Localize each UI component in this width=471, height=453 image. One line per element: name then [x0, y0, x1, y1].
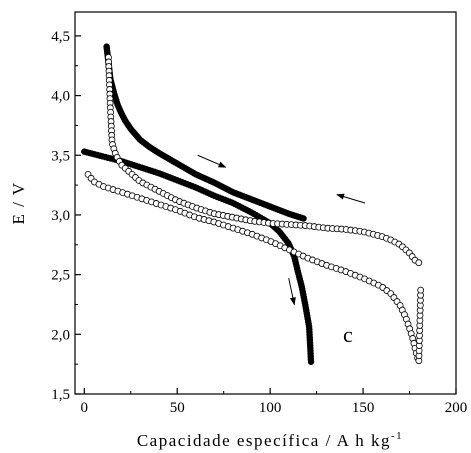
y-axis-title: E / V	[9, 181, 28, 224]
filled-data-point	[307, 358, 315, 366]
x-axis-title: Capacidade específica / A h kg-1	[137, 430, 403, 450]
y-tick-label: 3,5	[51, 148, 70, 164]
data-points	[81, 43, 425, 366]
direction-arrow	[197, 154, 227, 168]
annotation-c: c	[343, 322, 353, 347]
open-data-point	[417, 286, 425, 294]
x-tick-label: 0	[81, 400, 89, 416]
x-tick-label: 100	[259, 400, 282, 416]
plot-frame	[74, 11, 457, 395]
y-tick-label: 1,5	[51, 387, 70, 403]
filled-data-point	[300, 215, 307, 222]
axis-ticks	[75, 35, 457, 395]
y-tick-label: 4,5	[51, 29, 70, 45]
direction-arrow	[336, 193, 366, 204]
y-tick-labels: 1,5 2,0 2,5 3,0 3,5 4,0 4,5	[51, 29, 70, 403]
direction-arrow	[288, 278, 296, 306]
x-tick-labels: 0 50 100 150 200	[81, 400, 468, 416]
open-data-point	[415, 259, 423, 267]
x-tick-label: 200	[445, 400, 468, 416]
y-tick-label: 3,0	[51, 208, 70, 224]
y-tick-label: 4,0	[51, 89, 70, 105]
x-tick-label: 50	[170, 400, 185, 416]
y-tick-label: 2,5	[51, 268, 70, 284]
y-tick-label: 2,0	[51, 327, 70, 343]
x-tick-label: 150	[352, 400, 375, 416]
